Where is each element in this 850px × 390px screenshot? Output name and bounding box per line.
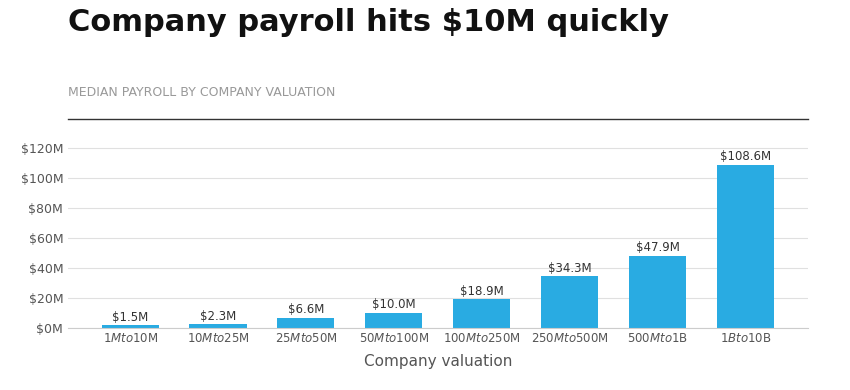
Text: Company payroll hits $10M quickly: Company payroll hits $10M quickly [68, 8, 669, 37]
Text: $47.9M: $47.9M [636, 241, 679, 254]
Bar [277, 318, 335, 328]
Text: $2.3M: $2.3M [200, 310, 236, 323]
Text: $6.6M: $6.6M [288, 303, 324, 316]
Text: $1.5M: $1.5M [112, 311, 148, 324]
Text: $108.6M: $108.6M [720, 150, 771, 163]
X-axis label: Company valuation: Company valuation [364, 354, 512, 369]
Bar [190, 324, 246, 328]
Bar [453, 299, 510, 328]
Text: $10.0M: $10.0M [372, 298, 416, 311]
Bar [541, 276, 598, 328]
Text: $34.3M: $34.3M [547, 262, 592, 275]
Bar [102, 325, 159, 328]
Bar [629, 256, 686, 328]
Bar [717, 165, 774, 328]
Text: MEDIAN PAYROLL BY COMPANY VALUATION: MEDIAN PAYROLL BY COMPANY VALUATION [68, 86, 336, 99]
Bar [366, 313, 422, 328]
Text: $18.9M: $18.9M [460, 285, 503, 298]
